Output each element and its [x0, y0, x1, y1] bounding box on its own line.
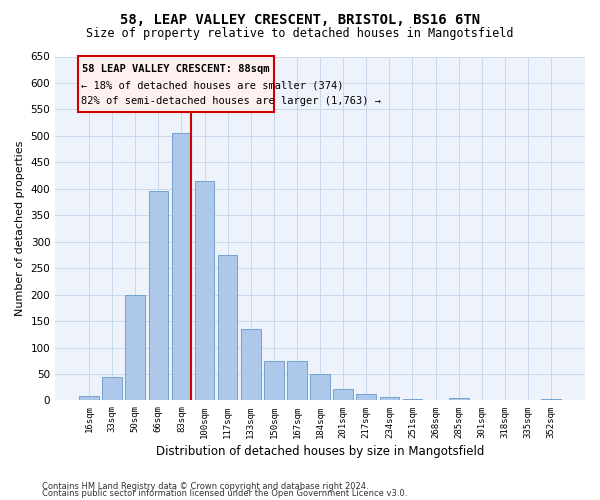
Bar — [356, 394, 376, 400]
Bar — [287, 361, 307, 401]
Text: 58 LEAP VALLEY CRESCENT: 88sqm: 58 LEAP VALLEY CRESCENT: 88sqm — [82, 64, 269, 74]
Text: 58, LEAP VALLEY CRESCENT, BRISTOL, BS16 6TN: 58, LEAP VALLEY CRESCENT, BRISTOL, BS16 … — [120, 12, 480, 26]
Bar — [103, 376, 122, 400]
Text: Size of property relative to detached houses in Mangotsfield: Size of property relative to detached ho… — [86, 28, 514, 40]
Bar — [241, 329, 260, 400]
Bar — [79, 396, 99, 400]
Bar — [149, 192, 168, 400]
Bar — [195, 181, 214, 400]
Bar — [172, 133, 191, 400]
Bar — [380, 398, 399, 400]
Bar — [77, 56, 274, 112]
Text: ← 18% of detached houses are smaller (374): ← 18% of detached houses are smaller (37… — [81, 80, 343, 90]
Text: 82% of semi-detached houses are larger (1,763) →: 82% of semi-detached houses are larger (… — [81, 96, 381, 106]
Bar — [403, 399, 422, 400]
Y-axis label: Number of detached properties: Number of detached properties — [15, 141, 25, 316]
Bar — [334, 389, 353, 400]
Text: Contains HM Land Registry data © Crown copyright and database right 2024.: Contains HM Land Registry data © Crown c… — [42, 482, 368, 491]
Text: Contains public sector information licensed under the Open Government Licence v3: Contains public sector information licen… — [42, 490, 407, 498]
X-axis label: Distribution of detached houses by size in Mangotsfield: Distribution of detached houses by size … — [156, 444, 484, 458]
Bar — [264, 361, 284, 401]
Bar — [218, 255, 238, 400]
Bar — [449, 398, 469, 400]
Bar — [310, 374, 330, 400]
Bar — [125, 294, 145, 401]
